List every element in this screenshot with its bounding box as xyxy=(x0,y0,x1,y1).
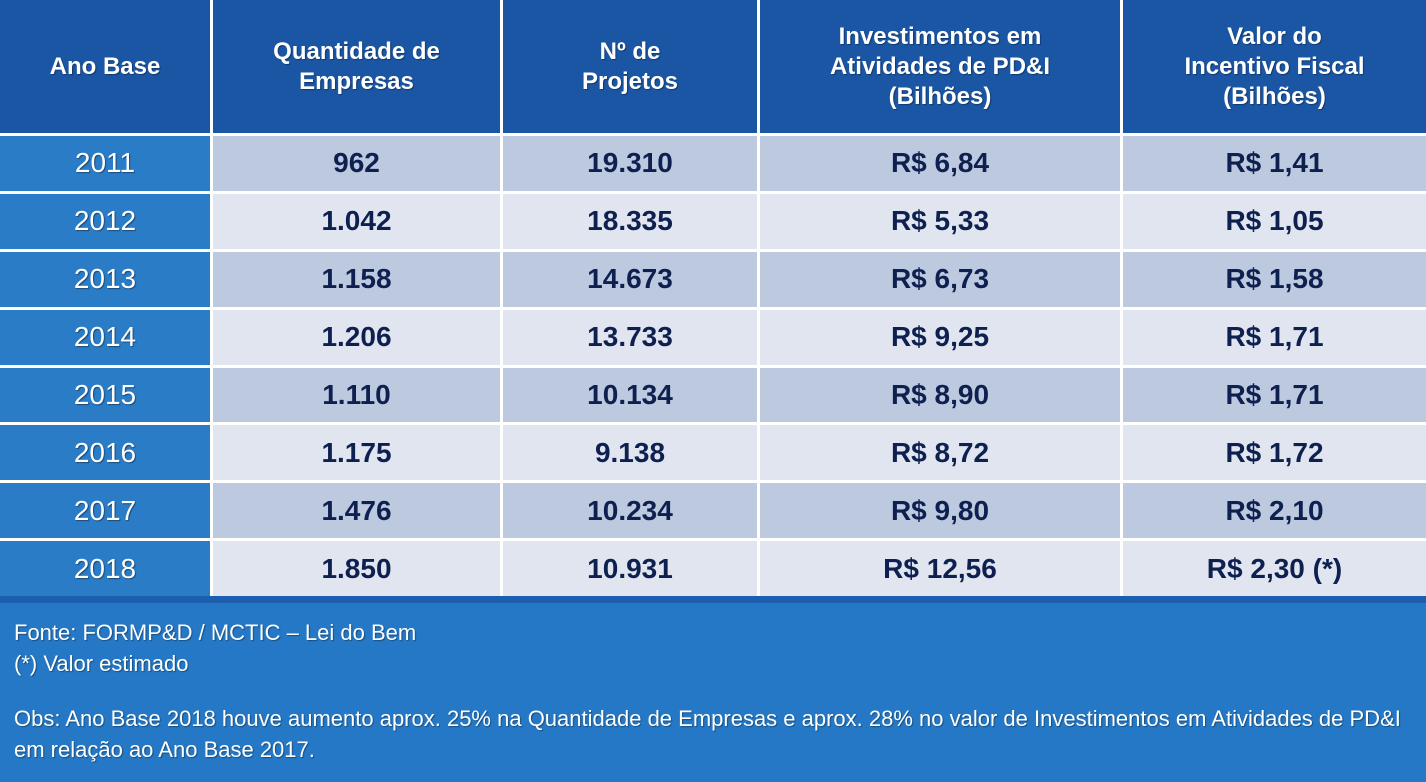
cell-projetos: 13.733 xyxy=(503,309,757,365)
cell-incentivo: R$ 2,30 (*) xyxy=(1123,541,1426,596)
cell-investimentos: R$ 9,80 xyxy=(760,483,1120,539)
cell-empresas: 1.158 xyxy=(213,251,500,307)
cell-projetos: 10.134 xyxy=(503,367,757,423)
row-year-cell: 2018 xyxy=(0,541,210,596)
column-header-ano-base: Ano Base xyxy=(0,0,210,133)
cell-investimentos: R$ 8,90 xyxy=(760,367,1120,423)
cell-investimentos: R$ 6,84 xyxy=(760,136,1120,191)
row-year-cell: 2016 xyxy=(0,425,210,481)
cell-empresas: 962 xyxy=(213,136,500,191)
cell-incentivo: R$ 1,71 xyxy=(1123,367,1426,423)
table-footer-divider xyxy=(0,596,1426,603)
cell-incentivo: R$ 1,05 xyxy=(1123,193,1426,249)
cell-incentivo: R$ 2,10 xyxy=(1123,483,1426,539)
cell-projetos: 14.673 xyxy=(503,251,757,307)
row-year-cell: 2014 xyxy=(0,309,210,365)
cell-incentivo: R$ 1,58 xyxy=(1123,251,1426,307)
cell-projetos: 10.931 xyxy=(503,541,757,596)
cell-investimentos: R$ 8,72 xyxy=(760,425,1120,481)
source-note: Fonte: FORMP&D / MCTIC – Lei do Bem xyxy=(14,620,417,645)
row-year-cell: 2012 xyxy=(0,193,210,249)
cell-investimentos: R$ 12,56 xyxy=(760,541,1120,596)
row-year-cell: 2015 xyxy=(0,367,210,423)
column-header-investimentos: Investimentos em Atividades de PD&I (Bil… xyxy=(760,0,1120,133)
cell-empresas: 1.850 xyxy=(213,541,500,596)
cell-empresas: 1.175 xyxy=(213,425,500,481)
cell-empresas: 1.206 xyxy=(213,309,500,365)
cell-incentivo: R$ 1,41 xyxy=(1123,136,1426,191)
cell-projetos: 18.335 xyxy=(503,193,757,249)
cell-projetos: 10.234 xyxy=(503,483,757,539)
cell-investimentos: R$ 9,25 xyxy=(760,309,1120,365)
cell-incentivo: R$ 1,71 xyxy=(1123,309,1426,365)
cell-empresas: 1.042 xyxy=(213,193,500,249)
cell-empresas: 1.476 xyxy=(213,483,500,539)
column-header-quantidade-empresas: Quantidade de Empresas xyxy=(213,0,500,133)
column-header-incentivo-fiscal: Valor do Incentivo Fiscal (Bilhões) xyxy=(1123,0,1426,133)
row-year-cell: 2011 xyxy=(0,136,210,191)
cell-investimentos: R$ 5,33 xyxy=(760,193,1120,249)
data-table: Ano Base Quantidade de Empresas Nº de Pr… xyxy=(0,0,1426,596)
estimated-value-note: (*) Valor estimado xyxy=(14,651,189,676)
cell-projetos: 19.310 xyxy=(503,136,757,191)
cell-empresas: 1.110 xyxy=(213,367,500,423)
cell-projetos: 9.138 xyxy=(503,425,757,481)
footer-notes: Fonte: FORMP&D / MCTIC – Lei do Bem (*) … xyxy=(0,603,1426,765)
row-year-cell: 2017 xyxy=(0,483,210,539)
observation-note: Obs: Ano Base 2018 houve aumento aprox. … xyxy=(14,706,1401,762)
row-year-cell: 2013 xyxy=(0,251,210,307)
column-header-num-projetos: Nº de Projetos xyxy=(503,0,757,133)
cell-investimentos: R$ 6,73 xyxy=(760,251,1120,307)
cell-incentivo: R$ 1,72 xyxy=(1123,425,1426,481)
